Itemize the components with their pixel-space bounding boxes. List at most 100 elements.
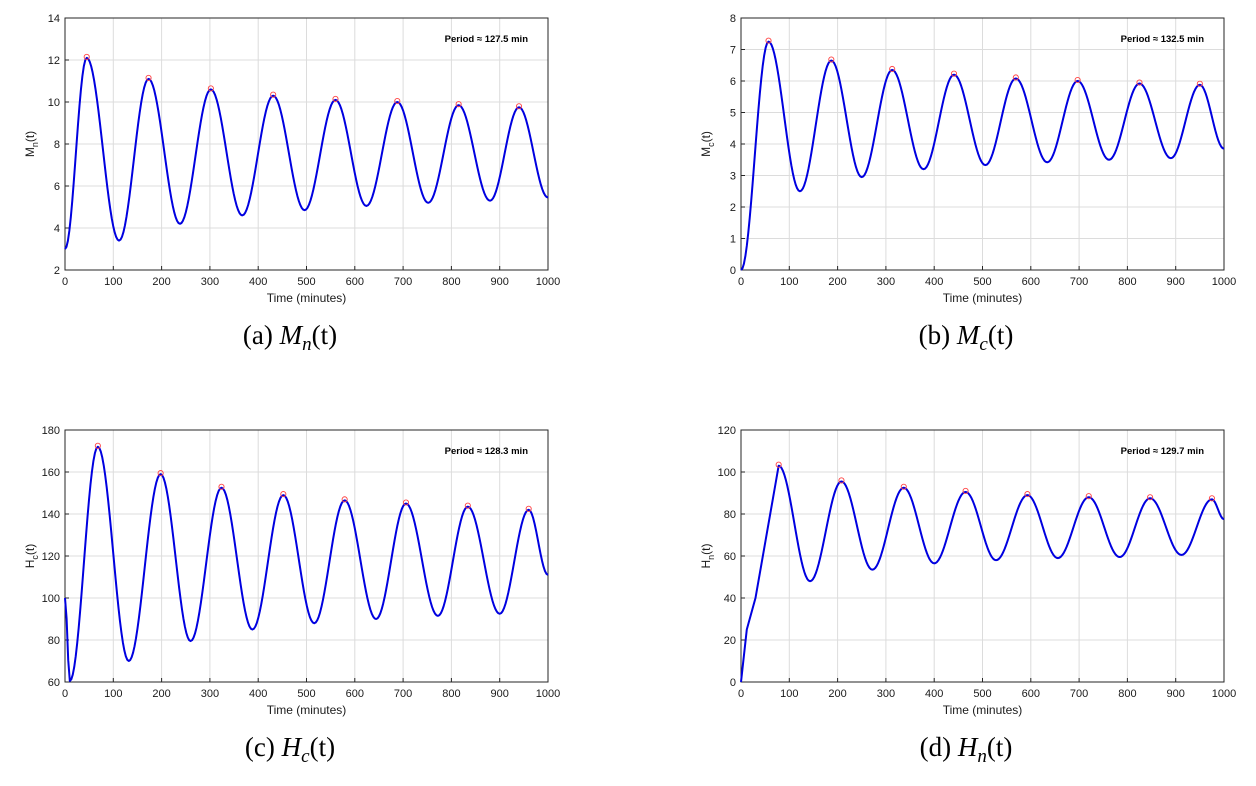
x-tick-label: 200 <box>828 276 846 288</box>
x-tick-label: 900 <box>1167 688 1185 700</box>
caption-b: (b) Mc(t) <box>918 320 1014 355</box>
y-tick-label: 10 <box>48 97 60 109</box>
x-axis-label: Time (minutes) <box>943 291 1023 305</box>
caption-d: (d) Hn(t) <box>919 732 1013 767</box>
x-tick-label: 600 <box>346 276 364 288</box>
peak-marker <box>838 477 845 484</box>
peak-marker <box>900 483 907 490</box>
series-line <box>740 464 1225 683</box>
y-tick-label: 0 <box>730 265 736 277</box>
peak-marker <box>950 70 958 77</box>
x-tick-label: 700 <box>1070 688 1088 700</box>
x-tick-label: 100 <box>780 276 798 288</box>
peak-marker <box>455 101 462 108</box>
y-tick-label: 7 <box>730 45 736 57</box>
y-tick-label: 120 <box>42 551 60 563</box>
period-annotation: Period ≈ 132.5 min <box>1121 34 1205 45</box>
caption-a: (a) Mn(t) <box>242 320 338 355</box>
x-tick-label: 300 <box>201 688 219 700</box>
peak-marker <box>775 461 782 468</box>
y-tick-label: 140 <box>42 509 60 521</box>
y-tick-label: 100 <box>718 467 736 479</box>
x-tick-label: 200 <box>828 688 846 700</box>
peak-marker <box>962 487 969 494</box>
chart-hn: 0 100 200 300 400 500 600 700 800 900 1000 0 20 40 60 8… <box>699 425 1236 717</box>
x-tick-label: 800 <box>1118 688 1136 700</box>
x-tick-label: 700 <box>394 276 412 288</box>
panel-b: 0 100 200 300 400 500 600 700 800 900 1000 0 1 2 3 4 5 6 7… <box>686 4 1246 374</box>
x-tick-label: 700 <box>394 688 412 700</box>
y-tick-label: 8 <box>730 13 736 25</box>
x-axis-label: Time (minutes) <box>267 291 347 305</box>
x-tick-label: 200 <box>152 688 170 700</box>
x-tick-label: 0 <box>738 688 744 700</box>
x-tick-label: 1000 <box>536 276 560 288</box>
x-tick-label: 200 <box>152 276 170 288</box>
y-tick-label: 5 <box>730 108 736 120</box>
period-annotation: Period ≈ 127.5 min <box>445 34 529 45</box>
x-tick-label: 300 <box>877 688 895 700</box>
peak-marker <box>218 483 225 490</box>
peak-marker <box>402 499 410 506</box>
y-tick-label: 2 <box>730 202 736 214</box>
x-tick-label: 500 <box>973 688 991 700</box>
x-tick-label: 100 <box>780 688 798 700</box>
y-tick-label: 100 <box>42 593 60 605</box>
y-tick-label: 2 <box>54 265 60 277</box>
x-tick-label: 0 <box>62 276 68 288</box>
peak-marker <box>157 470 164 477</box>
x-tick-label: 0 <box>738 276 744 288</box>
x-tick-label: 800 <box>442 276 460 288</box>
x-tick-label: 700 <box>1070 276 1088 288</box>
x-tick-label: 500 <box>297 276 315 288</box>
y-tick-label: 80 <box>724 509 736 521</box>
peak-marker <box>1196 80 1203 87</box>
caption-c: (c) Hc(t) <box>244 732 336 767</box>
y-tick-label: 20 <box>724 635 736 647</box>
y-tick-label: 8 <box>54 139 60 151</box>
x-tick-label: 400 <box>925 276 943 288</box>
x-tick-label: 600 <box>346 688 364 700</box>
x-tick-label: 800 <box>442 688 460 700</box>
x-tick-label: 300 <box>877 276 895 288</box>
peak-marker <box>525 505 532 512</box>
panel-d: 0 100 200 300 400 500 600 700 800 900 1000 0 20 40 60 8… <box>686 416 1246 786</box>
peak-marker <box>94 442 101 449</box>
x-axis-label: Time (minutes) <box>267 703 347 717</box>
peak-marker <box>145 74 152 81</box>
peak-marker <box>1136 79 1143 86</box>
period-annotation: Period ≈ 128.3 min <box>445 446 529 457</box>
x-tick-label: 100 <box>104 276 122 288</box>
peak-marker <box>828 56 835 63</box>
peak-marker <box>464 502 471 509</box>
x-tick-label: 300 <box>201 276 219 288</box>
x-tick-label: 400 <box>925 688 943 700</box>
peak-marker <box>1012 74 1019 81</box>
y-tick-label: 0 <box>730 677 736 689</box>
y-tick-label: 180 <box>42 425 60 437</box>
peak-marker <box>765 37 772 44</box>
y-tick-label: 120 <box>718 425 736 437</box>
peak-marker <box>394 97 401 105</box>
series-line <box>64 56 549 250</box>
y-tick-label: 40 <box>724 593 736 605</box>
x-tick-label: 1000 <box>1212 276 1236 288</box>
chart-hc: 0 100 200 300 400 500 600 700 800 900 1000 60 80 100 1… <box>23 425 560 717</box>
series-line <box>740 40 1225 271</box>
x-tick-label: 600 <box>1022 276 1040 288</box>
period-annotation: Period ≈ 129.7 min <box>1121 446 1205 457</box>
x-tick-label: 400 <box>249 688 267 700</box>
x-tick-label: 600 <box>1022 688 1040 700</box>
x-tick-label: 400 <box>249 276 267 288</box>
chart-mn: 0 100 200 300 400 500 600 700 800 900 1000 2 4 6 8 10 12… <box>23 13 560 305</box>
chart-mc: 0 100 200 300 400 500 600 700 800 900 1000 0 1 2 3 4 5 6 7… <box>699 13 1236 305</box>
peak-marker <box>515 103 523 110</box>
x-tick-label: 500 <box>297 688 315 700</box>
x-tick-label: 500 <box>973 276 991 288</box>
peak-marker <box>83 53 90 60</box>
y-axis-label: Mc(t) <box>699 131 716 157</box>
peak-marker <box>1085 493 1092 500</box>
panel-c: 0 100 200 300 400 500 600 700 800 900 1000 60 80 100 1… <box>10 416 570 786</box>
y-tick-label: 4 <box>54 223 60 235</box>
y-tick-label: 160 <box>42 467 60 479</box>
